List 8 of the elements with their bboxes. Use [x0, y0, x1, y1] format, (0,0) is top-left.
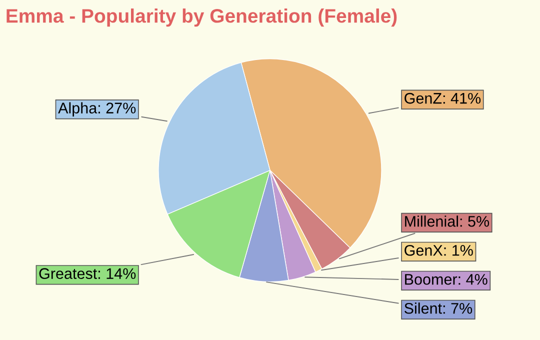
slice-label: Boomer: 4%	[405, 274, 488, 285]
slice-label: GenZ: 41%	[404, 92, 481, 104]
chart-title: Emma - Popularity by Generation (Female)	[6, 8, 397, 27]
slice-label: Alpha: 27%	[58, 102, 136, 116]
slice-label: Greatest: 14%	[39, 268, 136, 279]
slice-label: GenX: 1%	[404, 244, 473, 256]
slice-label: Silent: 7%	[404, 302, 472, 314]
slice-label: Millenial: 5%	[405, 216, 490, 227]
